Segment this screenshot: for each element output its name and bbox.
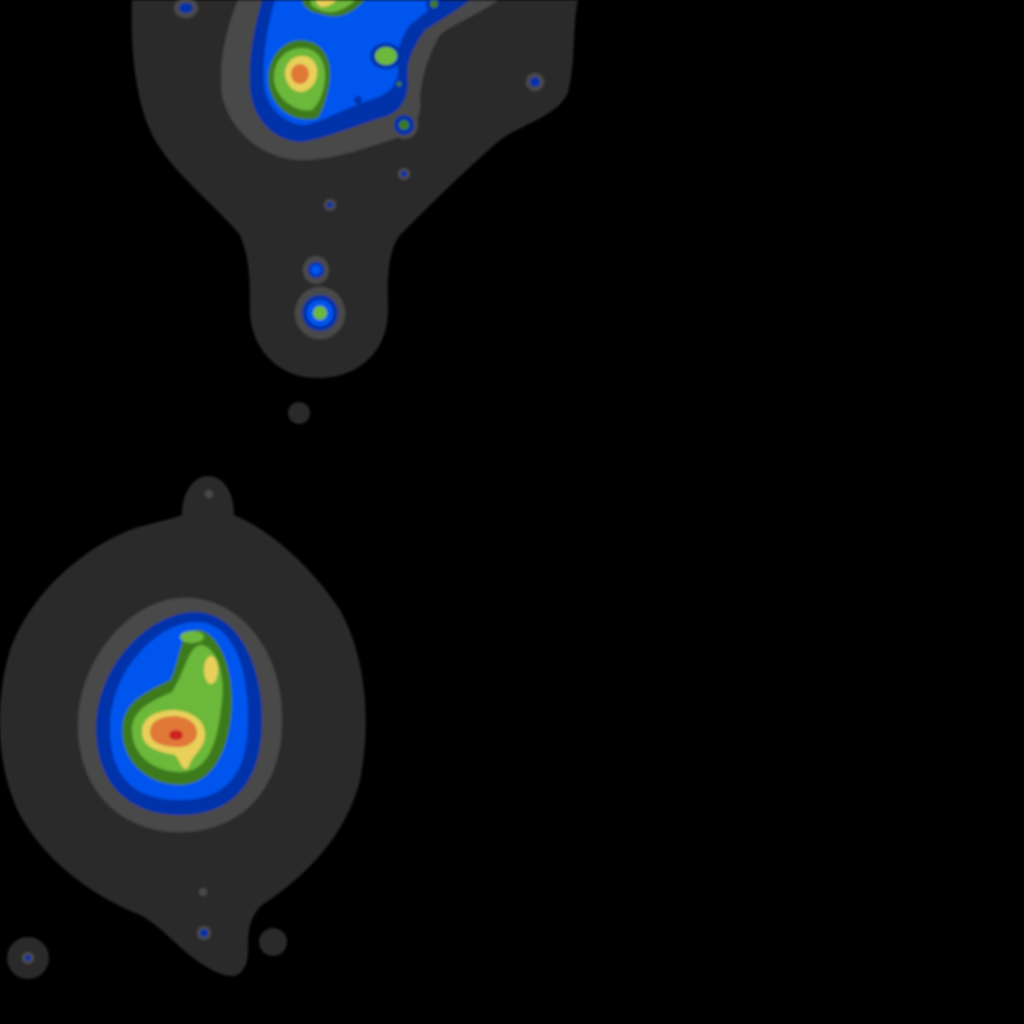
upper-top-dot-core (430, 0, 438, 8)
upper-satellite-blob (288, 402, 310, 424)
upper-cluster-level-8 (291, 64, 309, 84)
lower-dot-b (199, 888, 207, 896)
upper-dot-a-core (530, 77, 540, 87)
lower-dot-c-core (200, 929, 208, 937)
lower-satellite-blob-a (259, 928, 287, 956)
lower-satellite-blob-b-core (25, 955, 31, 961)
upper-dot-c-core (396, 81, 402, 87)
upper-cluster (131, 0, 579, 424)
lower-dot-a (205, 490, 213, 498)
lower-cluster-level-9 (169, 730, 183, 740)
lower-top-green (180, 631, 204, 643)
upper-dot-b-core (399, 120, 409, 130)
upper-left-dot (179, 3, 193, 13)
upper-dot-e-core (401, 171, 407, 177)
upper-dot-d (354, 96, 362, 104)
lower-cluster (0, 476, 366, 979)
upper-stem-dot-a-core (311, 265, 321, 275)
upper-stem-dot-b-core (313, 306, 327, 320)
upper-top-yellow (316, 0, 336, 7)
upper-right-green (375, 47, 397, 65)
lower-yellow-spot (204, 656, 218, 684)
upper-dot-f-core (327, 202, 333, 208)
